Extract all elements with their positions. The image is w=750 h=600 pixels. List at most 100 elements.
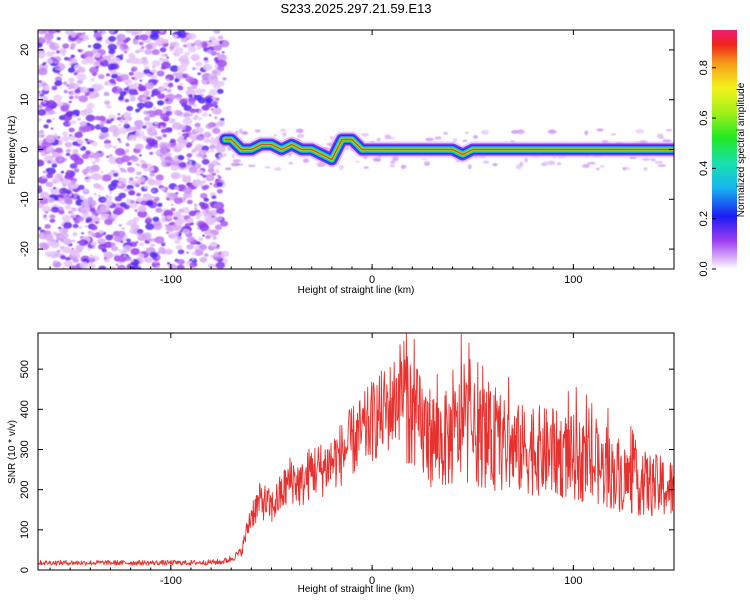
noise-blob [172, 34, 178, 39]
noise-blob [180, 33, 186, 39]
spectrogram-y-ticks: -20 -10 0 10 20 [19, 44, 674, 257]
noise-blob [610, 133, 616, 136]
noise-blob [86, 102, 95, 109]
noise-blob [91, 173, 102, 181]
noise-blob [188, 100, 195, 106]
noise-blob [149, 251, 158, 258]
noise-blob [50, 241, 60, 249]
noise-blob [198, 117, 203, 121]
noise-blob [187, 32, 197, 40]
noise-blob [557, 162, 562, 166]
noise-blob [84, 225, 88, 228]
noise-blob [216, 88, 224, 94]
noise-blob [120, 74, 129, 81]
noise-blob [46, 58, 54, 64]
noise-blob [355, 160, 360, 163]
noise-blob [53, 60, 60, 64]
noise-blob [81, 200, 89, 207]
noise-blob [161, 61, 171, 69]
noise-blob [111, 213, 119, 220]
noise-blob [106, 155, 109, 158]
noise-blob [72, 141, 78, 146]
noise-blob [117, 113, 121, 116]
noise-blob [473, 135, 478, 139]
noise-blob [117, 182, 122, 186]
noise-blob [82, 124, 92, 132]
noise-blob [63, 222, 73, 229]
noise-blob [247, 164, 256, 167]
noise-blob [213, 44, 222, 51]
noise-blob [175, 244, 183, 250]
noise-blob [144, 257, 153, 263]
noise-blob [98, 265, 107, 269]
noise-blob [360, 133, 370, 137]
noise-blob [174, 79, 179, 83]
noise-blob [68, 100, 72, 104]
noise-blob [108, 35, 116, 42]
noise-blob [51, 206, 60, 213]
noise-blob [154, 135, 158, 139]
noise-blob [198, 237, 204, 241]
noise-blob [145, 137, 153, 143]
noise-blob [125, 143, 130, 147]
noise-blob [187, 158, 191, 161]
noise-blob [69, 212, 75, 216]
noise-blob [169, 46, 175, 50]
noise-blob [211, 39, 221, 46]
noise-blob [59, 262, 63, 266]
noise-blob [157, 94, 164, 99]
noise-blob [145, 101, 151, 105]
noise-blob [51, 177, 61, 184]
noise-blob [149, 151, 154, 155]
noise-blob [91, 213, 95, 215]
noise-blob [42, 170, 47, 174]
noise-blob [217, 35, 224, 40]
noise-blob [109, 78, 116, 84]
noise-blob [373, 158, 382, 162]
noise-blob [143, 90, 151, 96]
noise-blob [188, 94, 193, 98]
noise-blob [150, 30, 160, 36]
noise-blob [38, 226, 42, 231]
noise-blob [197, 47, 201, 51]
noise-blob [138, 231, 142, 235]
noise-blob [117, 138, 121, 141]
noise-blob [39, 191, 50, 199]
noise-blob [136, 102, 145, 109]
noise-blob [45, 146, 55, 154]
noise-blob [108, 49, 116, 55]
noise-blob [65, 257, 71, 261]
noise-blob [170, 232, 179, 240]
noise-blob [143, 258, 148, 262]
noise-blob [203, 131, 212, 138]
noise-blob [72, 258, 79, 263]
noise-blob [169, 65, 179, 72]
noise-blob [52, 231, 58, 236]
noise-blob [45, 168, 51, 172]
noise-blob [166, 88, 172, 93]
noise-blob [175, 142, 185, 150]
noise-blob [53, 133, 57, 136]
noise-blob [58, 67, 64, 72]
noise-blob [77, 79, 83, 85]
noise-blob [136, 197, 143, 203]
noise-blob [650, 158, 656, 162]
noise-blob [41, 152, 46, 157]
noise-blob [42, 100, 47, 104]
noise-blob [112, 145, 117, 149]
noise-blob [118, 140, 122, 143]
noise-blob [230, 162, 240, 167]
noise-blob [139, 41, 144, 46]
noise-blob [191, 251, 196, 256]
noise-blob [126, 238, 131, 243]
noise-blob [105, 104, 112, 109]
noise-blob [134, 176, 139, 179]
noise-blob [202, 234, 206, 237]
noise-blob [280, 128, 287, 132]
noise-blob [178, 161, 187, 168]
noise-blob [93, 193, 97, 196]
spectrogram-y-tick-label: -20 [19, 241, 31, 257]
noise-blob [79, 86, 89, 94]
noise-blob [156, 255, 161, 259]
noise-blob [481, 129, 489, 135]
